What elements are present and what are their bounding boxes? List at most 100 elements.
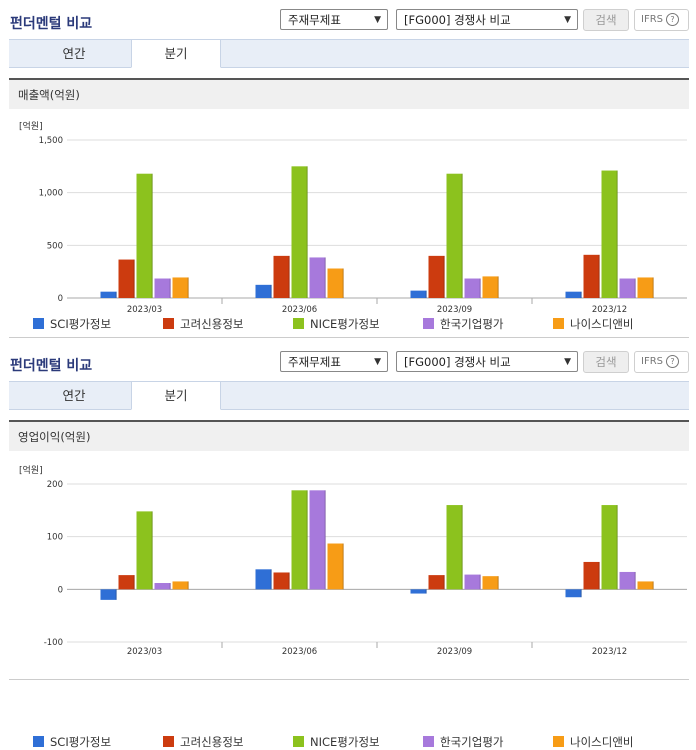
bar[interactable] — [291, 490, 308, 590]
bar[interactable] — [410, 290, 427, 298]
panel-title: 펀더멘털 비교 — [10, 16, 93, 32]
chart-legend: SCI평가정보 고려신용정보 NICE평가정보 한국기업평가 나이스디앤비 — [9, 316, 689, 332]
bar[interactable] — [428, 255, 445, 298]
bar[interactable] — [565, 291, 582, 298]
bar[interactable] — [100, 291, 117, 298]
bar-shade — [598, 254, 600, 298]
bar-shade — [443, 575, 445, 590]
bar[interactable] — [154, 278, 171, 298]
bar-shade — [634, 278, 636, 298]
legend-swatch — [33, 318, 44, 329]
bar[interactable] — [446, 505, 463, 590]
bar[interactable] — [464, 278, 481, 298]
legend-item[interactable]: 한국기업평가 — [423, 734, 503, 750]
legend-item[interactable]: 나이스디앤비 — [553, 734, 633, 750]
bar[interactable] — [482, 276, 499, 298]
bar-shade — [461, 505, 463, 590]
ifrs-help-button[interactable]: IFRS? — [634, 351, 689, 373]
legend-item[interactable]: NICE평가정보 — [293, 734, 380, 750]
y-tick-label: 1,500 — [39, 136, 63, 146]
bar[interactable] — [154, 583, 171, 590]
bar[interactable] — [601, 170, 618, 298]
bar[interactable] — [327, 543, 344, 590]
legend-label: 나이스디앤비 — [570, 317, 634, 331]
tab-annual[interactable]: 연간 — [62, 388, 86, 403]
bar[interactable] — [255, 284, 272, 298]
bar-shade — [580, 291, 582, 298]
bar[interactable] — [172, 277, 189, 298]
peer-group-select[interactable]: [FG000] 경쟁사 비교 ▼ — [396, 9, 578, 30]
bar-shade — [497, 576, 499, 590]
bar[interactable] — [291, 166, 308, 298]
legend-swatch — [553, 736, 564, 747]
x-tick-label: 2023/09 — [437, 305, 472, 315]
bar[interactable] — [619, 278, 636, 298]
legend-swatch — [293, 318, 304, 329]
bar[interactable] — [482, 576, 499, 590]
bar[interactable] — [136, 173, 153, 298]
bar[interactable] — [172, 581, 189, 590]
legend-label: NICE평가정보 — [310, 317, 380, 331]
legend-swatch — [423, 736, 434, 747]
bar-shade — [288, 255, 290, 298]
bar-shade — [306, 490, 308, 590]
bar[interactable] — [273, 255, 290, 298]
bar[interactable] — [583, 561, 600, 590]
legend-item[interactable]: 한국기업평가 — [423, 316, 503, 332]
search-button[interactable]: 검색 — [583, 351, 629, 373]
tab-quarterly[interactable]: 분기 — [131, 39, 221, 68]
legend-item[interactable]: 나이스디앤비 — [553, 316, 633, 332]
bar[interactable] — [410, 589, 427, 594]
legend-label: 한국기업평가 — [440, 317, 504, 331]
bar-shade — [580, 589, 582, 598]
legend-item[interactable]: SCI평가정보 — [33, 734, 111, 750]
statement-type-select[interactable]: 주재무제표 ▼ — [280, 9, 388, 30]
bar[interactable] — [136, 511, 153, 590]
x-tick-label: 2023/09 — [437, 647, 472, 657]
ifrs-help-button[interactable]: IFRS? — [634, 9, 689, 31]
bar[interactable] — [464, 574, 481, 590]
bar-shade — [270, 569, 272, 590]
search-button[interactable]: 검색 — [583, 9, 629, 31]
peer-group-select[interactable]: [FG000] 경쟁사 비교 ▼ — [396, 351, 578, 372]
bar[interactable] — [309, 490, 326, 590]
bar[interactable] — [273, 572, 290, 590]
statement-type-select[interactable]: 주재무제표 ▼ — [280, 351, 388, 372]
x-tick-label: 2023/03 — [127, 647, 162, 657]
bar-shade — [306, 166, 308, 298]
ifrs-label: IFRS — [641, 14, 663, 25]
bar[interactable] — [583, 254, 600, 298]
bar[interactable] — [327, 268, 344, 298]
legend-item[interactable]: NICE평가정보 — [293, 316, 380, 332]
bar[interactable] — [255, 569, 272, 590]
bar[interactable] — [446, 173, 463, 298]
bar[interactable] — [118, 259, 135, 298]
tab-quarterly[interactable]: 분기 — [131, 381, 221, 410]
bar[interactable] — [637, 277, 654, 298]
legend-label: NICE평가정보 — [310, 735, 380, 749]
chevron-down-icon: ▼ — [564, 357, 571, 367]
bar[interactable] — [309, 257, 326, 298]
bar[interactable] — [601, 505, 618, 590]
legend-item[interactable]: SCI평가정보 — [33, 316, 111, 332]
tab-annual[interactable]: 연간 — [62, 46, 86, 61]
statement-type-value: 주재무제표 — [288, 13, 341, 27]
period-tabs: 연간 분기 — [9, 39, 689, 68]
bar-shade — [288, 572, 290, 590]
bar-shade — [443, 255, 445, 298]
bar-shade — [187, 581, 189, 590]
legend-label: 한국기업평가 — [440, 735, 504, 749]
bar[interactable] — [428, 575, 445, 590]
bar[interactable] — [619, 571, 636, 590]
bar[interactable] — [565, 589, 582, 598]
legend-swatch — [423, 318, 434, 329]
bar[interactable] — [100, 589, 117, 600]
bar[interactable] — [118, 575, 135, 590]
y-tick-label: 1,000 — [39, 189, 63, 199]
bar-shade — [497, 276, 499, 298]
x-tick-label: 2023/12 — [592, 305, 627, 315]
bar[interactable] — [637, 581, 654, 590]
legend-item[interactable]: 고려신용정보 — [163, 316, 243, 332]
legend-item[interactable]: 고려신용정보 — [163, 734, 243, 750]
y-tick-label: 200 — [47, 480, 63, 490]
